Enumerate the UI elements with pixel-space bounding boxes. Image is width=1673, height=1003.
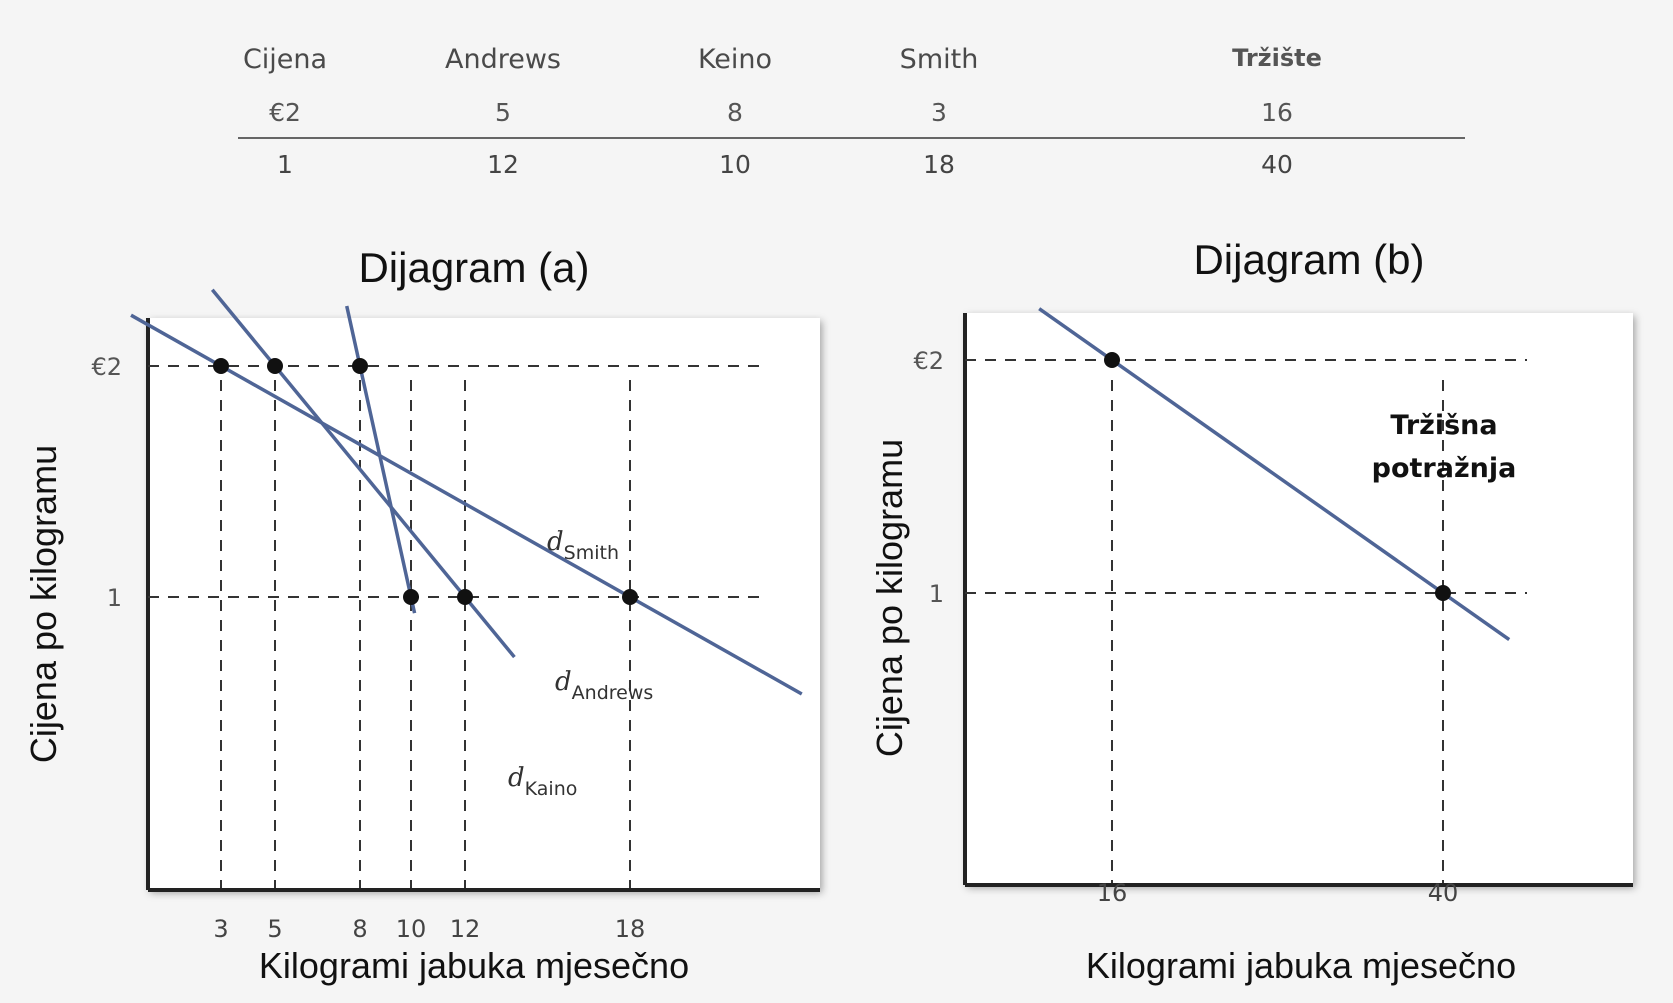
table-cell: 10 [719, 150, 751, 179]
x-tick-label: 8 [352, 915, 367, 943]
y-tick-labels: €2 1 [91, 353, 122, 612]
demand-line-smith [130, 313, 803, 696]
table-cell: 12 [487, 150, 519, 179]
plot-frame [965, 313, 1633, 885]
plot-frame [148, 318, 820, 890]
data-point [622, 589, 638, 605]
chart-a-title: Dijagram (a) [358, 244, 589, 291]
chart-a-ylabel: Cijena po kilogramu [23, 445, 64, 763]
data-point [213, 358, 229, 374]
series-label: dKaino [508, 763, 577, 800]
chart-a-xlabel: Kilogrami jabuka mjesečno [259, 945, 689, 986]
x-tick-label: 16 [1097, 879, 1128, 907]
series-label: dAndrews [555, 667, 653, 704]
data-point [457, 589, 473, 605]
y-tick-label: €2 [913, 347, 944, 375]
table-cell: 8 [727, 98, 743, 127]
chart-b-title: Dijagram (b) [1193, 236, 1424, 283]
x-tick-label: 12 [450, 915, 481, 943]
x-tick-label: 40 [1428, 879, 1459, 907]
table-cell: 16 [1261, 98, 1293, 127]
table-header-price: Cijena [242, 44, 328, 75]
table-cell: €2 [269, 98, 301, 127]
x-tick-label: 3 [213, 915, 228, 943]
x-tick-label: 5 [267, 915, 282, 943]
data-table: Cijena Andrews Keino Smith Tržište €2 5 … [0, 0, 1673, 200]
table-header-market: Tržište [1232, 44, 1322, 72]
y-tick-label: €2 [91, 353, 122, 381]
series-labels: dSmith dAndrews dKaino [508, 527, 653, 800]
y-tick-labels: €2 1 [913, 347, 944, 608]
table-header-keino: Keino [697, 44, 773, 75]
x-tick-label: 18 [615, 915, 646, 943]
chart-b: 16 40 €21 Tržišna potražnja Dijagram (b) … [869, 236, 1633, 986]
chart-b-ylabel: Cijena po kilogramu [869, 439, 910, 757]
table-divider [238, 137, 1465, 139]
annotation-line-1: Tržišna [1390, 410, 1497, 441]
data-point [267, 358, 283, 374]
data-points [1104, 352, 1451, 601]
table-cell: 40 [1261, 150, 1293, 179]
x-tick-label: 10 [396, 915, 427, 943]
y-tick-label: 1 [929, 580, 944, 608]
data-point [1104, 352, 1120, 368]
demand-line-kaino [345, 305, 417, 614]
guide-lines [965, 359, 1527, 883]
table-header-andrews: Andrews [445, 44, 561, 75]
data-points [213, 358, 638, 605]
y-tick-label: 1 [107, 584, 122, 612]
table-header-smith: Smith [899, 44, 979, 75]
chart-b-xlabel: Kilogrami jabuka mjesečno [1086, 945, 1516, 986]
table-cell: 5 [495, 98, 511, 127]
x-tick-labels: 3 5 8 10 12 18 [213, 915, 645, 943]
table-cell: 3 [931, 98, 947, 127]
data-point [352, 358, 368, 374]
chart-a: 3 5 8 10 12 18 €2 1 dSmith dAndrews dKaino Dijag… [23, 244, 820, 986]
data-point [403, 589, 419, 605]
x-tick-labels: 16 40 [1097, 879, 1459, 907]
annotation-line-2: potražnja [1372, 453, 1517, 484]
table-cell: 1 [277, 150, 293, 179]
table-cell: 18 [923, 150, 955, 179]
data-point [1435, 585, 1451, 601]
series-label: dSmith [547, 527, 619, 564]
